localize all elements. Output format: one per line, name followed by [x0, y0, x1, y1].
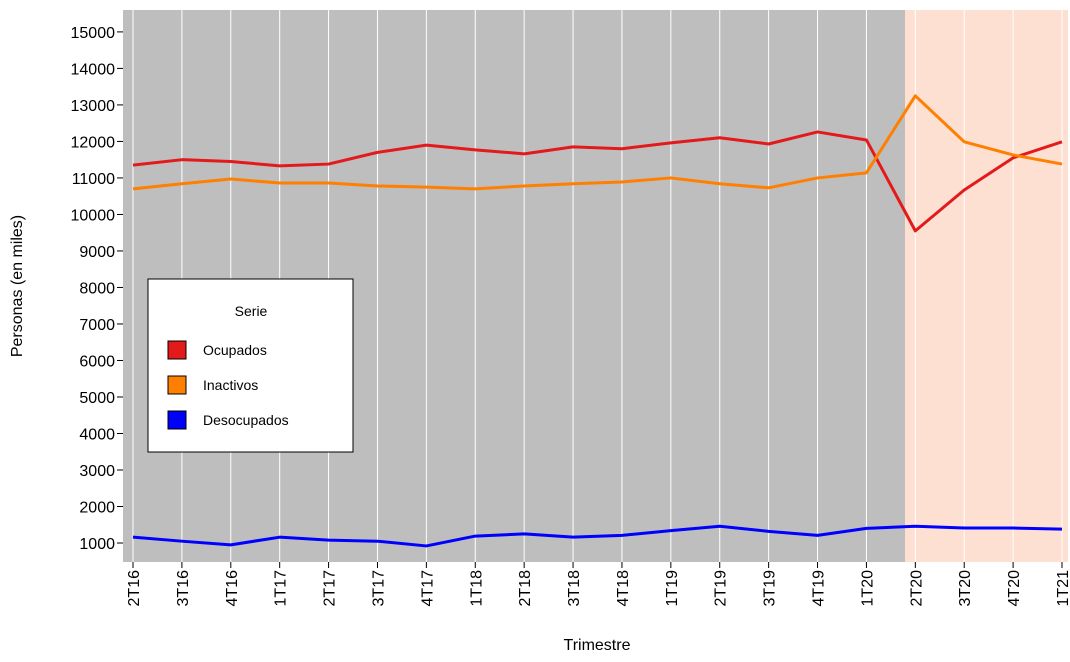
- legend: Serie Ocupados Inactivos Desocupados: [147, 278, 354, 453]
- x-tick-label: 1T19: [664, 570, 681, 607]
- legend-title: Serie: [235, 303, 268, 319]
- x-tick-label: 2T20: [908, 570, 925, 607]
- x-tick-label: 4T18: [615, 570, 632, 607]
- y-tick-label: 6000: [79, 353, 115, 370]
- y-tick-label: 13000: [71, 98, 116, 115]
- x-tick-label: 2T16: [126, 570, 143, 607]
- x-tick-label: 2T18: [517, 570, 534, 607]
- x-axis-label: Trimestre: [564, 637, 631, 654]
- y-axis-label: Personas (en miles): [9, 215, 26, 357]
- x-tick-label: 3T19: [762, 570, 779, 607]
- data-line: [132, 94, 1063, 191]
- y-tick-label: 7000: [79, 317, 115, 334]
- y-tick-label: 14000: [71, 61, 116, 78]
- y-tick-label: 15000: [71, 25, 116, 42]
- legend-swatch: [167, 340, 187, 360]
- y-tick-label: 8000: [79, 280, 115, 297]
- x-tick-label: 1T20: [859, 570, 876, 607]
- legend-label: Inactivos: [203, 377, 258, 393]
- x-tick-label: 4T16: [224, 570, 241, 607]
- y-tick-label: 9000: [79, 244, 115, 261]
- y-tick-label: 5000: [79, 390, 115, 407]
- x-tick-label: 3T17: [370, 570, 387, 607]
- data-line: [132, 130, 1063, 233]
- y-tick-label: 1000: [79, 536, 115, 553]
- x-tick-label: 1T21: [1055, 570, 1070, 607]
- x-tick-label: 1T17: [273, 570, 290, 607]
- y-tick-label: 4000: [79, 426, 115, 443]
- legend-label: Desocupados: [203, 412, 289, 428]
- x-tick-label: 4T20: [1006, 570, 1023, 607]
- x-tick-label: 3T16: [175, 570, 192, 607]
- x-tick-label: 4T19: [811, 570, 828, 607]
- y-tick-label: 3000: [79, 463, 115, 480]
- highlight-region: [905, 10, 1068, 562]
- x-tick-label: 3T20: [957, 570, 974, 607]
- y-tick-label: 10000: [71, 207, 116, 224]
- y-tick-label: 12000: [71, 134, 116, 151]
- x-tick-label: 1T18: [468, 570, 485, 607]
- data-line: [132, 524, 1063, 548]
- y-tick-label: 2000: [79, 500, 115, 517]
- x-tick-label: 4T17: [419, 570, 436, 607]
- x-tick-label: 2T19: [713, 570, 730, 607]
- x-tick-label: 2T17: [322, 570, 339, 607]
- y-tick-label: 11000: [72, 171, 115, 188]
- legend-label: Ocupados: [203, 342, 267, 358]
- legend-swatch: [167, 375, 187, 395]
- legend-swatch: [167, 410, 187, 430]
- x-tick-label: 3T18: [566, 570, 583, 607]
